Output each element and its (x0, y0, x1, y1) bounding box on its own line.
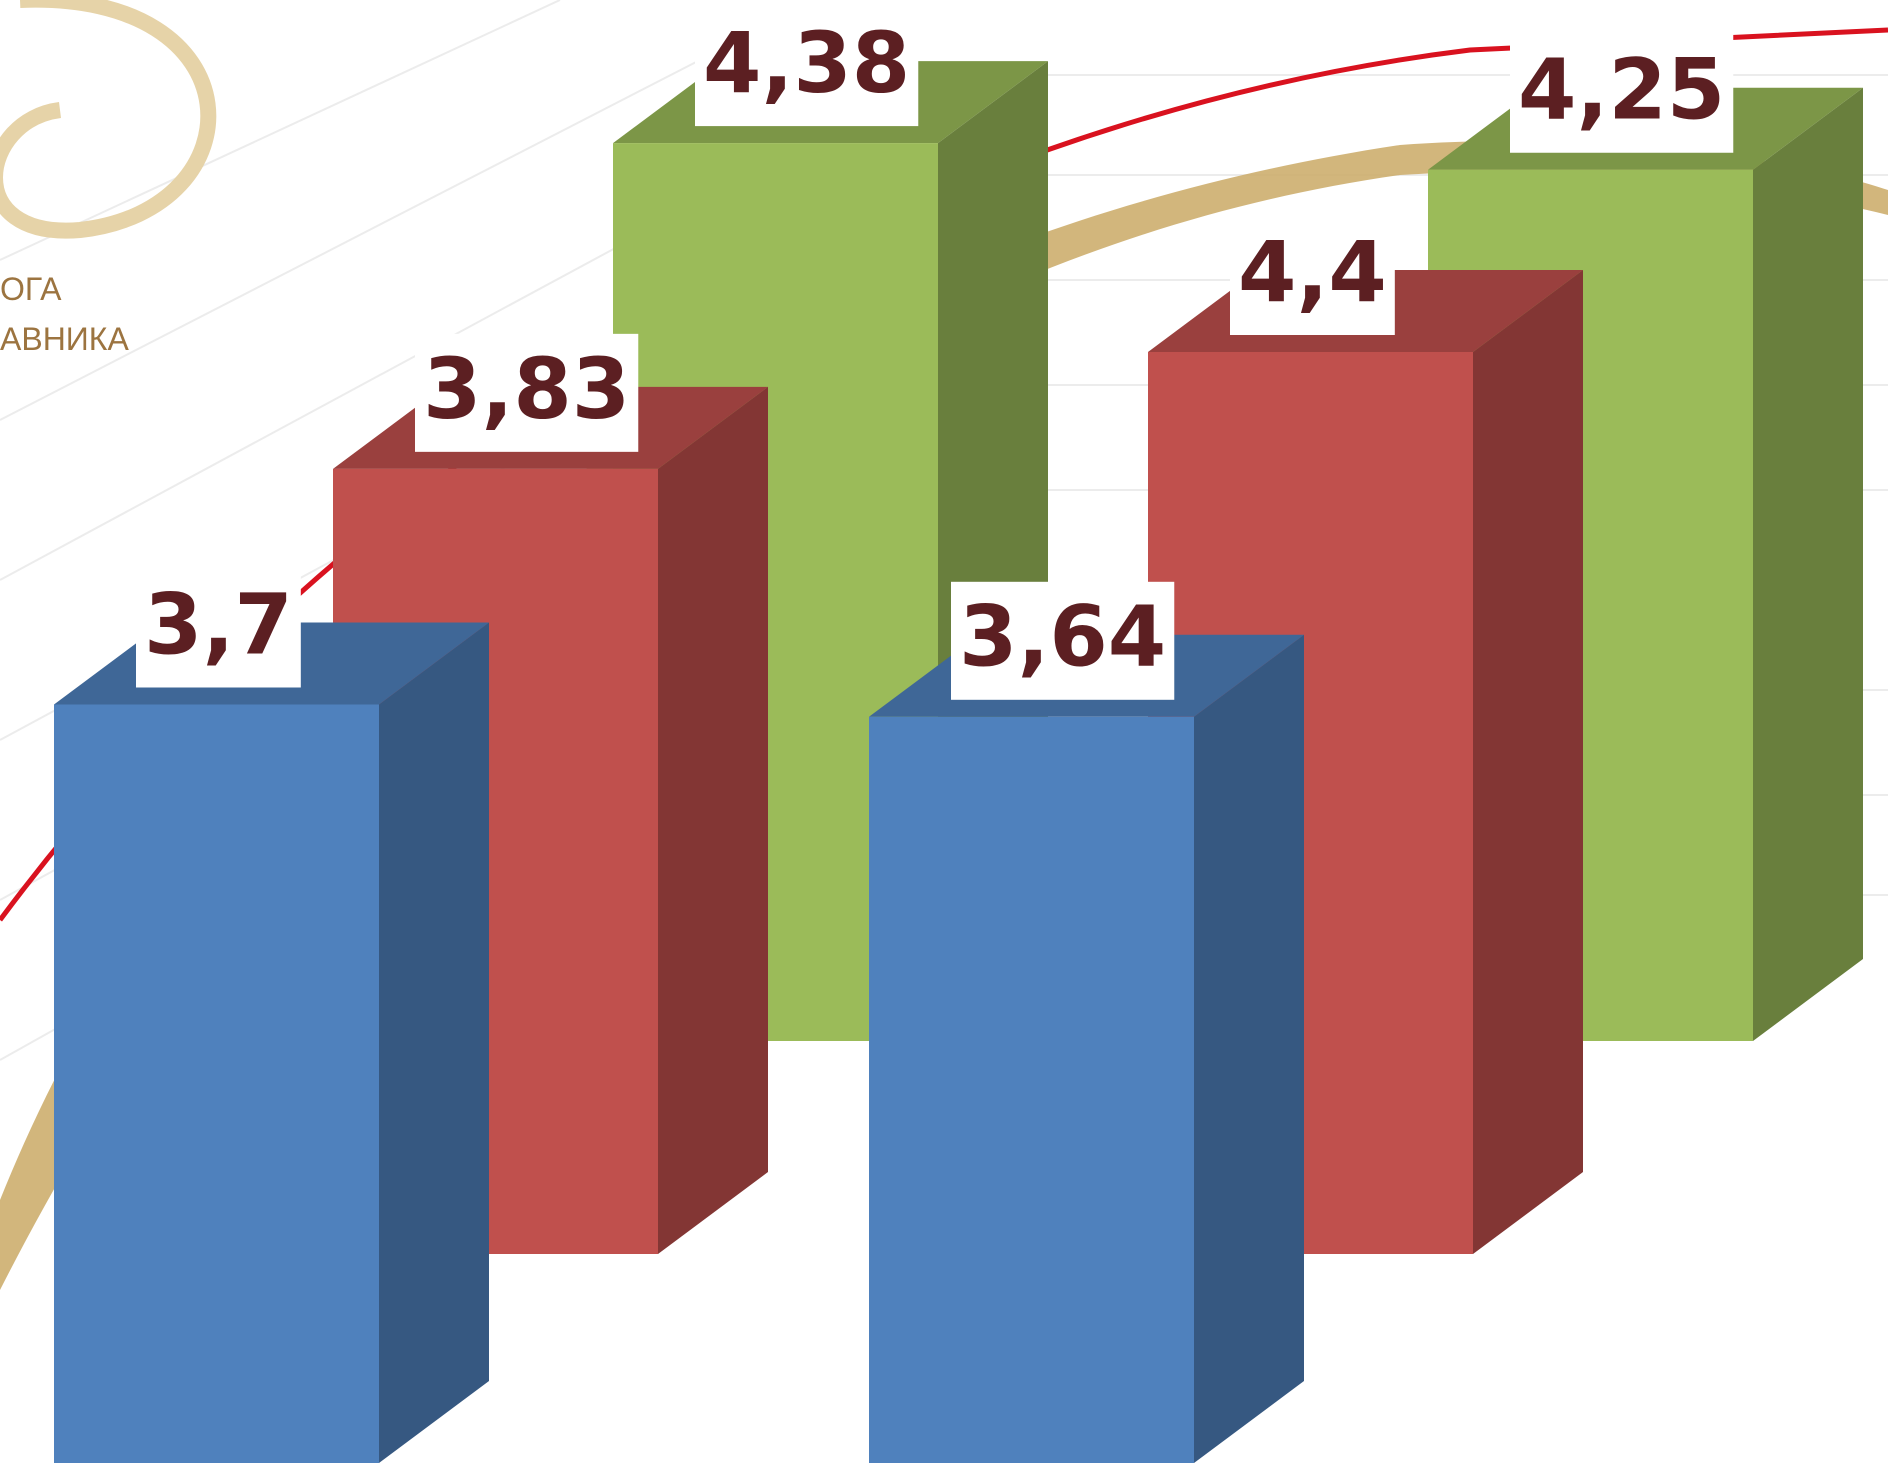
value-label-box (695, 8, 919, 127)
logo-text: ОГА (0, 271, 62, 307)
value-label-box (415, 333, 639, 452)
bar-side (1753, 87, 1863, 1041)
value-label-box (1230, 217, 1395, 335)
bar-side (1194, 634, 1304, 1463)
bar-side (658, 386, 768, 1255)
value-label-box (136, 569, 301, 688)
bar-side (1473, 270, 1583, 1254)
value-label: 3,64 (959, 588, 1166, 686)
bar (869, 716, 1194, 1463)
value-label-box (951, 581, 1175, 700)
value-label-box (1510, 34, 1734, 153)
bar-side (379, 622, 489, 1463)
value-label: 3,83 (423, 340, 630, 438)
value-label: 4,38 (703, 14, 910, 112)
logo-text: АВНИКА (0, 321, 129, 357)
value-label: 4,4 (1238, 223, 1387, 321)
value-label: 3,7 (144, 575, 293, 673)
value-label: 4,25 (1518, 41, 1725, 139)
bar (54, 704, 379, 1463)
